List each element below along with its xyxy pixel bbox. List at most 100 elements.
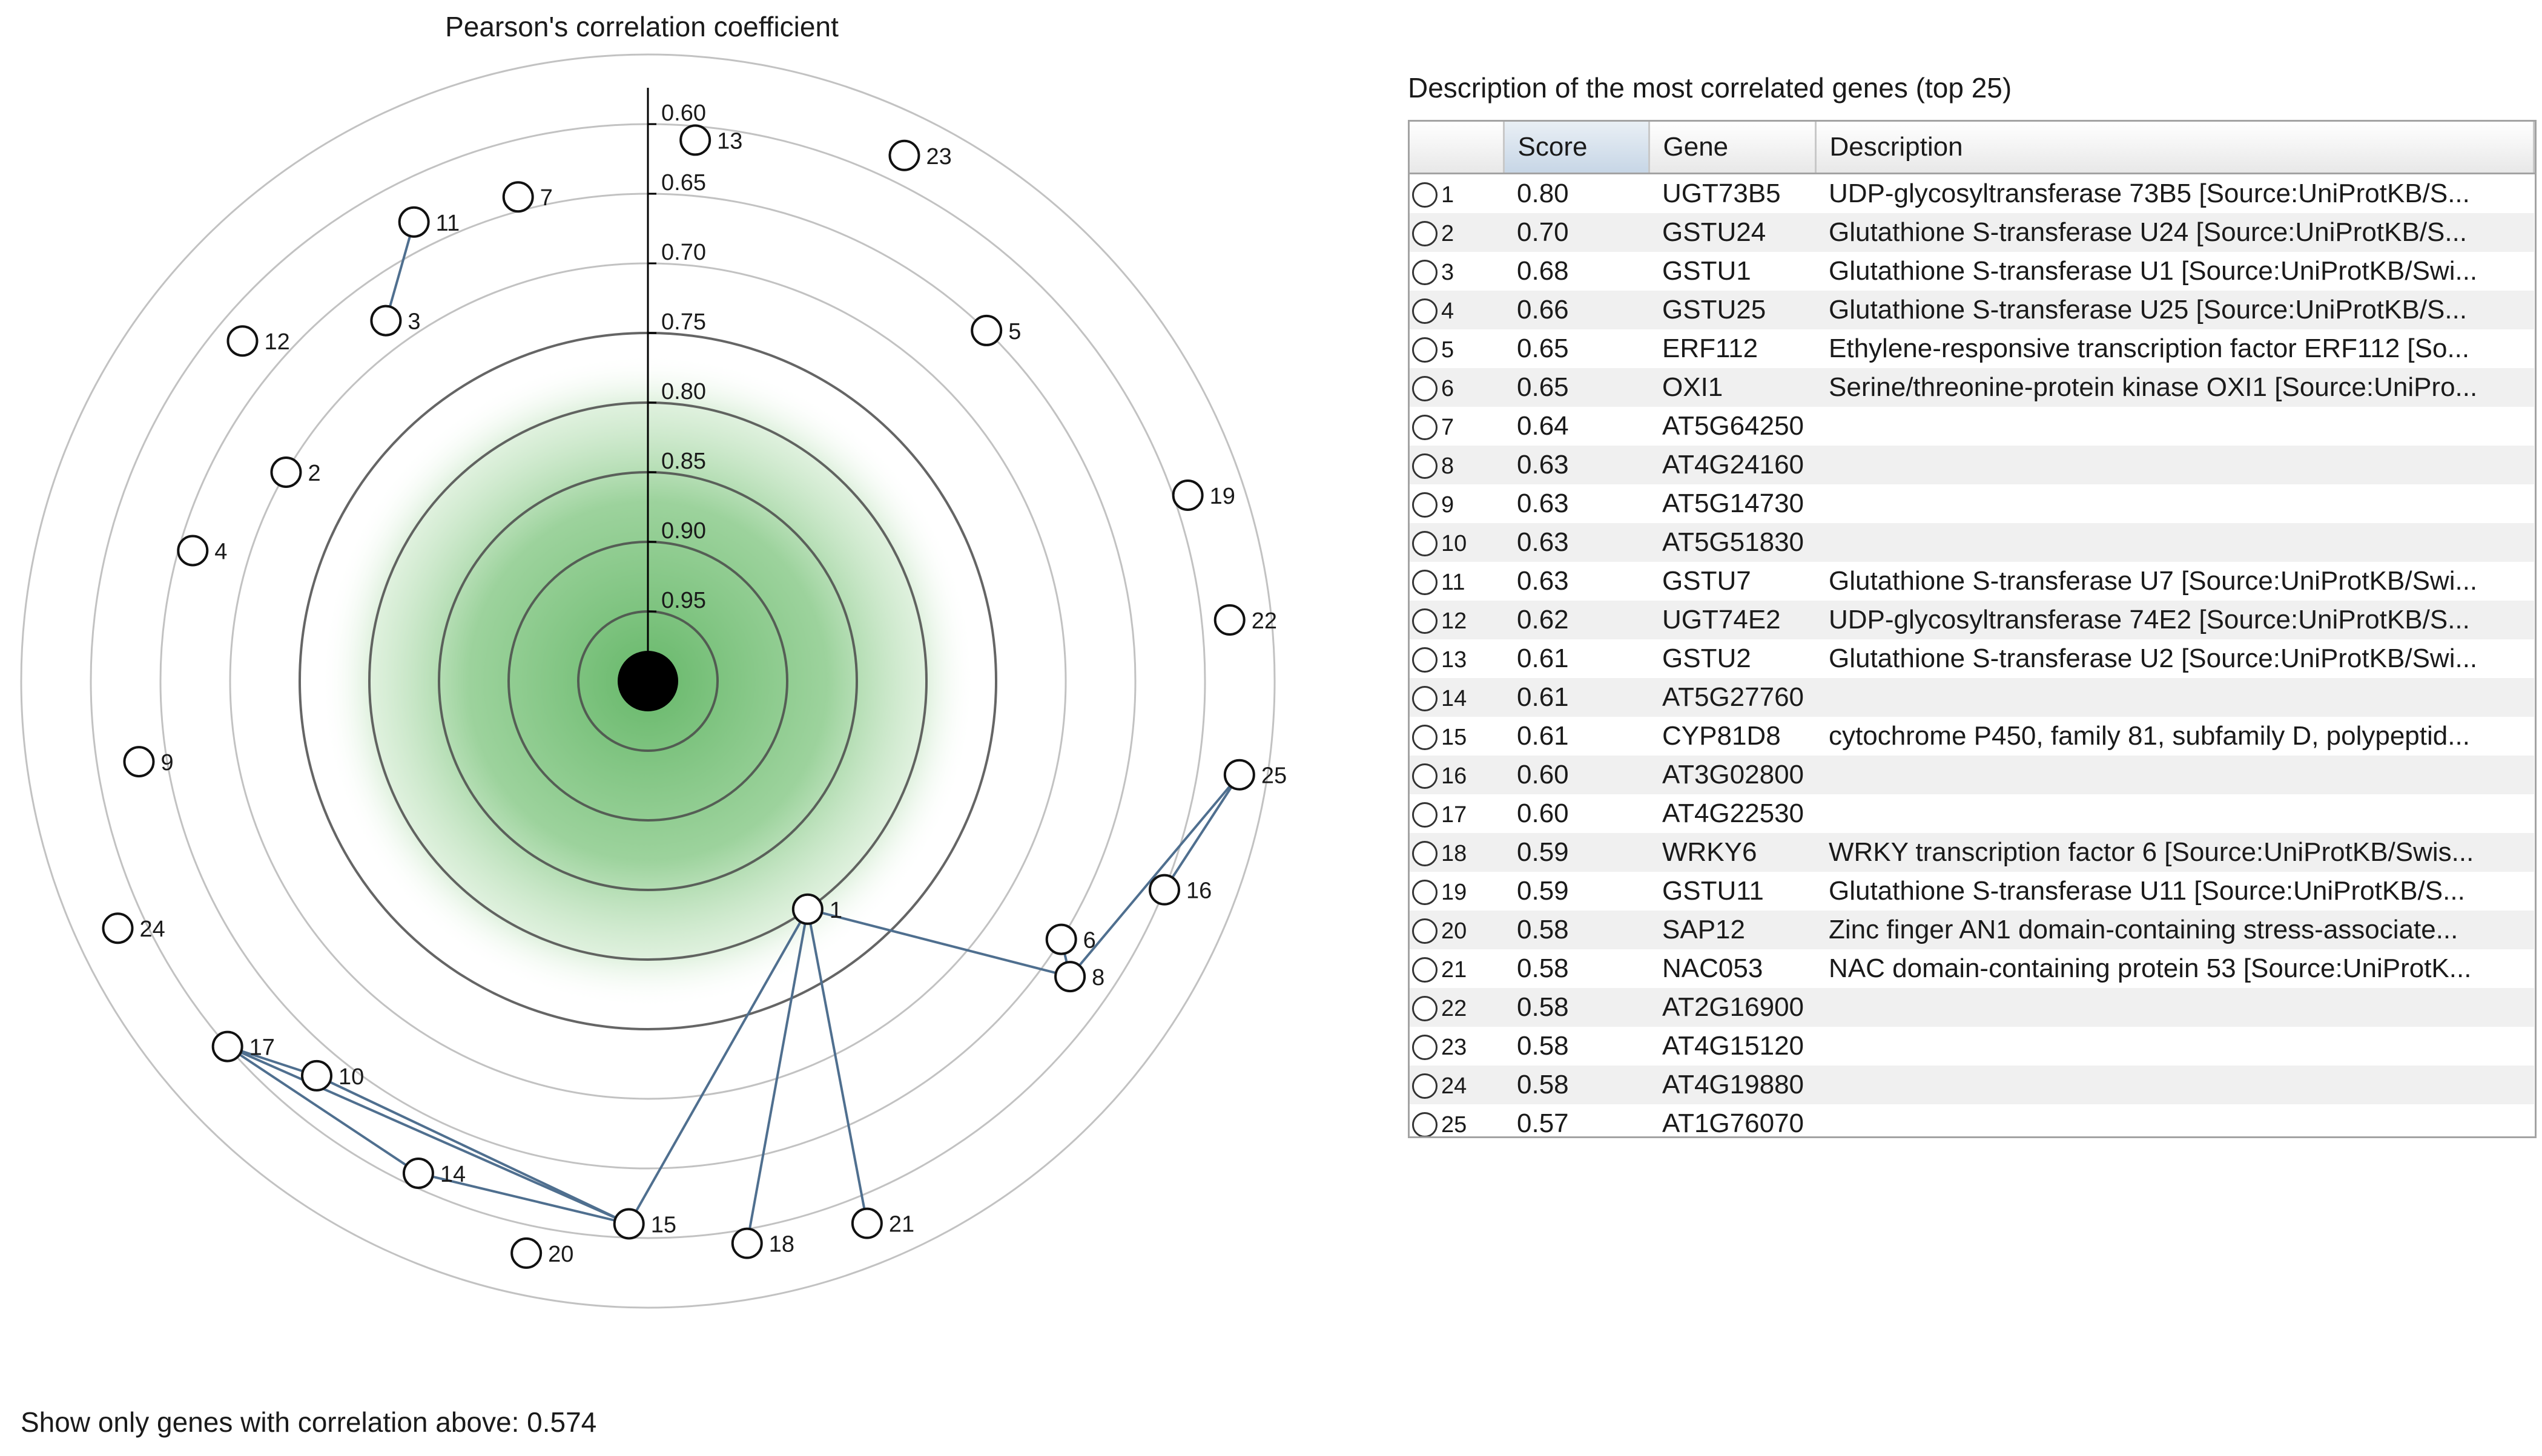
table-row[interactable]: 5 0.65 ERF112 Ethylene-responsive transcrip… xyxy=(1410,329,2534,368)
row-radio-button[interactable] xyxy=(1412,1035,1438,1061)
row-select-cell[interactable]: 20 xyxy=(1410,911,1504,949)
row-select-cell[interactable]: 22 xyxy=(1410,988,1504,1027)
gene-node-6[interactable] xyxy=(1045,923,1077,955)
row-select-cell[interactable]: 18 xyxy=(1410,833,1504,872)
gene-node-13[interactable] xyxy=(679,124,711,156)
row-select-cell[interactable]: 6 xyxy=(1410,368,1504,407)
table-row[interactable]: 3 0.68 GSTU1 Glutathione S-transferase U1 [… xyxy=(1410,252,2534,291)
row-radio-button[interactable] xyxy=(1412,725,1438,751)
gene-node-10[interactable] xyxy=(300,1059,332,1092)
row-select-cell[interactable]: 15 xyxy=(1410,717,1504,756)
gene-node-25[interactable] xyxy=(1223,759,1255,791)
row-select-cell[interactable]: 24 xyxy=(1410,1066,1504,1104)
row-select-cell[interactable]: 21 xyxy=(1410,949,1504,988)
row-radio-button[interactable] xyxy=(1412,1112,1438,1136)
gene-node-8[interactable] xyxy=(1054,961,1086,993)
table-row[interactable]: 6 0.65 OXI1 Serine/threonine-protein kinase… xyxy=(1410,368,2534,407)
gene-node-2[interactable] xyxy=(270,456,302,488)
table-row[interactable]: 12 0.62 UGT74E2 UDP-glycosyltransferase 74E… xyxy=(1410,601,2534,639)
row-select-cell[interactable]: 7 xyxy=(1410,407,1504,446)
row-radio-button[interactable] xyxy=(1412,957,1438,983)
table-row[interactable]: 24 0.58 AT4G19880 xyxy=(1410,1066,2534,1104)
gene-node-21[interactable] xyxy=(851,1207,883,1239)
table-row[interactable]: 15 0.61 CYP81D8 cytochrome P450, family 81,… xyxy=(1410,717,2534,756)
gene-node-24[interactable] xyxy=(102,912,134,944)
row-select-cell[interactable]: 12 xyxy=(1410,601,1504,639)
row-select-cell[interactable]: 13 xyxy=(1410,639,1504,678)
row-radio-button[interactable] xyxy=(1412,1073,1438,1099)
filter-value[interactable]: 0.574 xyxy=(527,1406,597,1438)
row-radio-button[interactable] xyxy=(1412,918,1438,944)
gene-node-17[interactable] xyxy=(211,1030,243,1062)
row-select-cell[interactable]: 19 xyxy=(1410,872,1504,911)
row-select-cell[interactable]: 17 xyxy=(1410,794,1504,833)
gene-node-12[interactable] xyxy=(226,325,259,357)
table-row[interactable]: 7 0.64 AT5G64250 xyxy=(1410,407,2534,446)
row-radio-button[interactable] xyxy=(1412,996,1438,1022)
table-row[interactable]: 25 0.57 AT1G76070 xyxy=(1410,1104,2534,1136)
row-select-cell[interactable]: 10 xyxy=(1410,523,1504,562)
gene-node-15[interactable] xyxy=(613,1208,645,1240)
table-row[interactable]: 11 0.63 GSTU7 Glutathione S-transferase U7 … xyxy=(1410,562,2534,601)
column-header-select[interactable] xyxy=(1410,122,1505,174)
gene-node-16[interactable] xyxy=(1149,874,1181,906)
row-select-cell[interactable]: 16 xyxy=(1410,756,1504,794)
table-row[interactable]: 21 0.58 NAC053 NAC domain-containing protei… xyxy=(1410,949,2534,988)
row-radio-button[interactable] xyxy=(1412,880,1438,906)
row-radio-button[interactable] xyxy=(1412,376,1438,402)
row-radio-button[interactable] xyxy=(1412,570,1438,596)
table-row[interactable]: 9 0.63 AT5G14730 xyxy=(1410,484,2534,523)
row-select-cell[interactable]: 25 xyxy=(1410,1104,1504,1136)
row-radio-button[interactable] xyxy=(1412,415,1438,441)
row-select-cell[interactable]: 14 xyxy=(1410,678,1504,717)
row-radio-button[interactable] xyxy=(1412,802,1438,828)
row-radio-button[interactable] xyxy=(1412,453,1438,479)
table-row[interactable]: 22 0.58 AT2G16900 xyxy=(1410,988,2534,1027)
row-select-cell[interactable]: 3 xyxy=(1410,252,1504,291)
column-header-score[interactable]: Score xyxy=(1504,122,1650,174)
gene-node-20[interactable] xyxy=(510,1237,543,1269)
table-row[interactable]: 18 0.59 WRKY6 WRKY transcription factor 6 [… xyxy=(1410,833,2534,872)
table-row[interactable]: 2 0.70 GSTU24 Glutathione S-transferase U24… xyxy=(1410,213,2534,252)
row-radio-button[interactable] xyxy=(1412,221,1438,247)
table-row[interactable]: 10 0.63 AT5G51830 xyxy=(1410,523,2534,562)
gene-node-5[interactable] xyxy=(971,314,1003,346)
gene-node-19[interactable] xyxy=(1172,479,1204,511)
row-select-cell[interactable]: 5 xyxy=(1410,329,1504,368)
row-radio-button[interactable] xyxy=(1412,608,1438,634)
row-select-cell[interactable]: 2 xyxy=(1410,213,1504,252)
gene-node-23[interactable] xyxy=(888,139,920,171)
row-select-cell[interactable]: 9 xyxy=(1410,484,1504,523)
row-select-cell[interactable]: 1 xyxy=(1410,174,1504,214)
table-row[interactable]: 16 0.60 AT3G02800 xyxy=(1410,756,2534,794)
row-select-cell[interactable]: 4 xyxy=(1410,291,1504,329)
gene-node-4[interactable] xyxy=(177,535,209,567)
row-radio-button[interactable] xyxy=(1412,763,1438,789)
column-header-description[interactable]: Description xyxy=(1815,122,2535,174)
gene-node-18[interactable] xyxy=(731,1227,763,1259)
table-row[interactable]: 14 0.61 AT5G27760 xyxy=(1410,678,2534,717)
table-row[interactable]: 13 0.61 GSTU2 Glutathione S-transferase U2 … xyxy=(1410,639,2534,678)
table-row[interactable]: 19 0.59 GSTU11 Glutathione S-transferase U1… xyxy=(1410,872,2534,911)
row-radio-button[interactable] xyxy=(1412,492,1438,518)
gene-node-1[interactable] xyxy=(791,893,824,925)
row-radio-button[interactable] xyxy=(1412,841,1438,867)
gene-node-9[interactable] xyxy=(123,746,155,778)
table-row[interactable]: 23 0.58 AT4G15120 xyxy=(1410,1027,2534,1066)
gene-node-3[interactable] xyxy=(370,305,402,337)
row-radio-button[interactable] xyxy=(1412,337,1438,363)
table-row[interactable]: 20 0.58 SAP12 Zinc finger AN1 domain-contai… xyxy=(1410,911,2534,949)
table-row[interactable]: 8 0.63 AT4G24160 xyxy=(1410,446,2534,484)
row-select-cell[interactable]: 23 xyxy=(1410,1027,1504,1066)
gene-node-22[interactable] xyxy=(1213,604,1246,636)
row-select-cell[interactable]: 8 xyxy=(1410,446,1504,484)
row-radio-button[interactable] xyxy=(1412,260,1438,286)
row-radio-button[interactable] xyxy=(1412,531,1438,557)
gene-node-11[interactable] xyxy=(398,206,430,238)
table-row[interactable]: 4 0.66 GSTU25 Glutathione S-transferase U25… xyxy=(1410,291,2534,329)
table-row[interactable]: 1 0.80 UGT73B5 UDP-glycosyltransferase 73B5… xyxy=(1410,174,2534,214)
table-row[interactable]: 17 0.60 AT4G22530 xyxy=(1410,794,2534,833)
gene-node-14[interactable] xyxy=(402,1157,434,1189)
row-select-cell[interactable]: 11 xyxy=(1410,562,1504,601)
row-radio-button[interactable] xyxy=(1412,298,1438,324)
